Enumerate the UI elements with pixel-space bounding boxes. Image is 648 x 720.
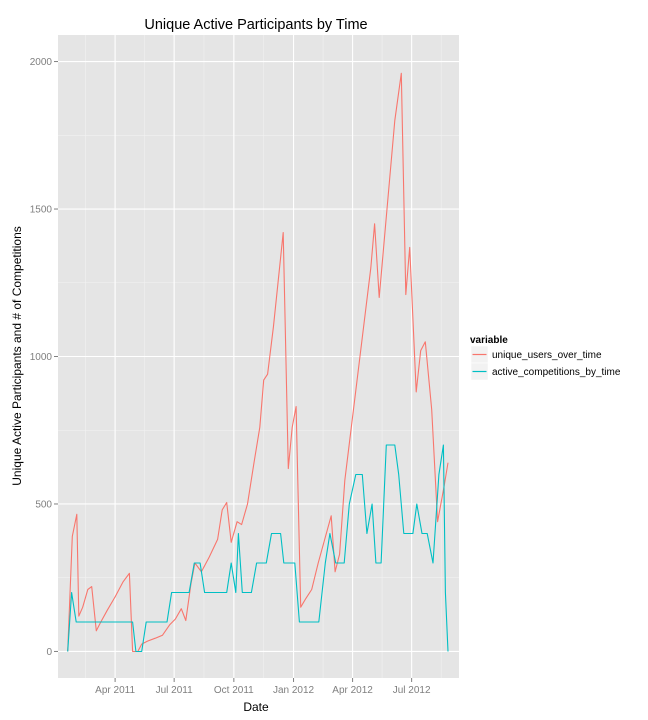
x-tick-label: Jul 2012 xyxy=(393,685,431,696)
major-grid xyxy=(58,35,459,678)
x-axis-title: Date xyxy=(243,700,269,714)
series-line-unique_users_over_time xyxy=(67,72,449,653)
y-axis: 0 500 1000 1500 2000 xyxy=(30,57,58,658)
x-tick-label: Oct 2011 xyxy=(214,685,254,696)
x-tick-label: Jan 2012 xyxy=(273,685,315,696)
x-tick-label: Apr 2011 xyxy=(95,685,135,696)
y-tick-label: 0 xyxy=(46,647,52,658)
y-tick-label: 2000 xyxy=(30,57,53,68)
y-tick-label: 500 xyxy=(35,499,52,510)
legend-title: variable xyxy=(470,335,508,346)
y-tick-label: 1500 xyxy=(30,205,53,216)
legend-label: unique_users_over_time xyxy=(492,350,602,361)
legend-label: active_competitions_by_time xyxy=(492,367,621,378)
x-tick-label: Apr 2012 xyxy=(332,685,373,696)
x-axis: Apr 2011 Jul 2011 Oct 2011 Jan 2012 Apr 2012… xyxy=(95,678,431,696)
series-line-active_competitions_by_time xyxy=(67,444,449,653)
x-tick-label: Jul 2011 xyxy=(156,685,194,696)
chart-title: Unique Active Participants by Time xyxy=(144,17,367,33)
y-tick-label: 1000 xyxy=(30,352,53,363)
y-axis-title: Unique Active Participants and # of Comp… xyxy=(10,226,24,485)
legend: variable unique_users_over_time active_co… xyxy=(470,335,621,381)
series-layer xyxy=(67,72,449,653)
